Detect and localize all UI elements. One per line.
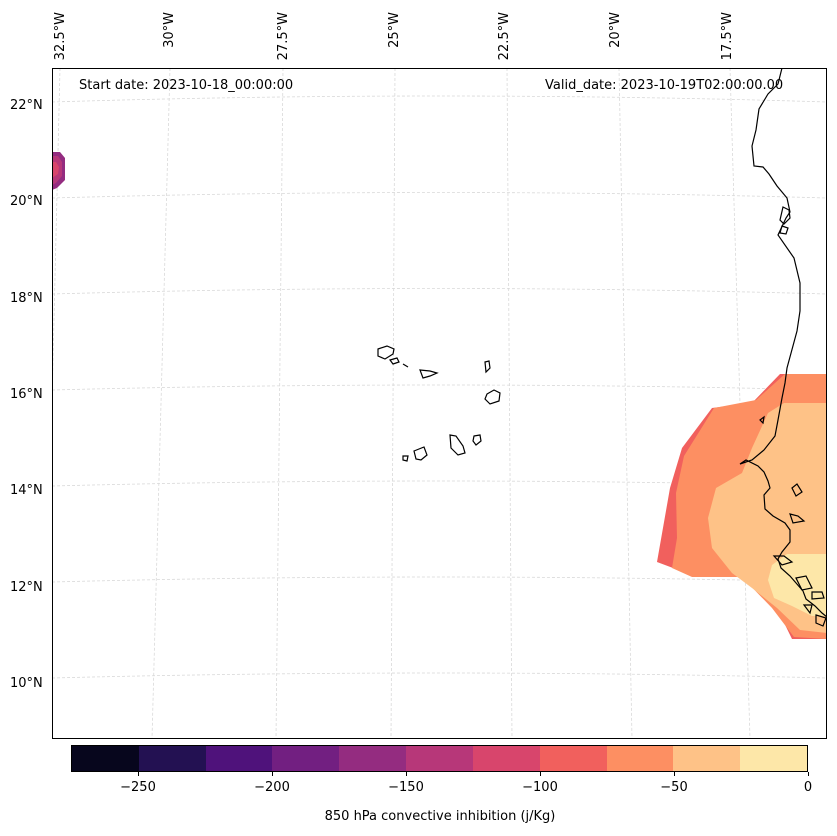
colorbar-bin-5 — [406, 746, 473, 771]
colorbar-bin-7 — [539, 746, 607, 771]
lat-label-14n: 14°N — [10, 483, 43, 498]
colorbar-tick-label: −250 — [120, 780, 156, 795]
lon-label-20w: 20°W — [608, 12, 623, 48]
colorbar-label: 850 hPa convective inhibition (j/Kg) — [324, 809, 556, 824]
colorbar-tick-label: −200 — [254, 780, 290, 795]
colorbar-tick-label: −150 — [388, 780, 424, 795]
lon-label-25w: 25°W — [387, 12, 402, 48]
colorbar-bin-4 — [339, 746, 407, 771]
map-panel[interactable] — [52, 68, 827, 739]
colorbar-bin-2 — [205, 746, 273, 771]
colorbar-tick-label: −50 — [660, 780, 688, 795]
colorbar-tick — [673, 772, 675, 776]
colorbar-bin-0 — [72, 746, 139, 771]
lat-label-22n: 22°N — [10, 98, 43, 113]
cin-contour-northwest — [52, 152, 65, 190]
colorbar — [71, 745, 808, 772]
lon-label-30w: 30°W — [162, 12, 177, 48]
colorbar-tick — [405, 772, 407, 776]
colorbar-bin-10 — [740, 746, 807, 771]
colorbar-tick — [271, 772, 273, 776]
lat-label-20n: 20°N — [10, 194, 43, 209]
map-border — [52, 68, 827, 739]
start-date-label: Start date: 2023-10-18_00:00:00 — [79, 78, 294, 93]
west-africa-coastline — [739, 68, 827, 627]
colorbar-bin-6 — [472, 746, 540, 771]
colorbar-bin-1 — [138, 746, 206, 771]
cape-verde-islands — [377, 345, 501, 462]
colorbar-bin-8 — [606, 746, 674, 771]
colorbar-tick — [807, 772, 809, 776]
lat-label-18n: 18°N — [10, 291, 43, 306]
colorbar-tick — [539, 772, 541, 776]
lon-label-32-5w: 32.5°W — [53, 12, 68, 61]
graticule — [52, 68, 827, 739]
lon-label-22-5w: 22.5°W — [497, 12, 512, 61]
lat-label-12n: 12°N — [10, 580, 43, 595]
lon-label-17-5w: 17.5°W — [720, 12, 735, 61]
valid-date-label: Valid_date: 2023-10-19T02:00:00.00 — [545, 78, 784, 93]
colorbar-tick-label: −100 — [522, 780, 558, 795]
colorbar-bin-3 — [272, 746, 340, 771]
lon-label-27-5w: 27.5°W — [276, 12, 291, 61]
colorbar-tick — [137, 772, 139, 776]
lat-label-10n: 10°N — [10, 676, 43, 691]
colorbar-tick-label: 0 — [803, 780, 813, 795]
lat-label-16n: 16°N — [10, 387, 43, 402]
cin-contour-southeast — [657, 374, 827, 639]
colorbar-bin-9 — [673, 746, 741, 771]
